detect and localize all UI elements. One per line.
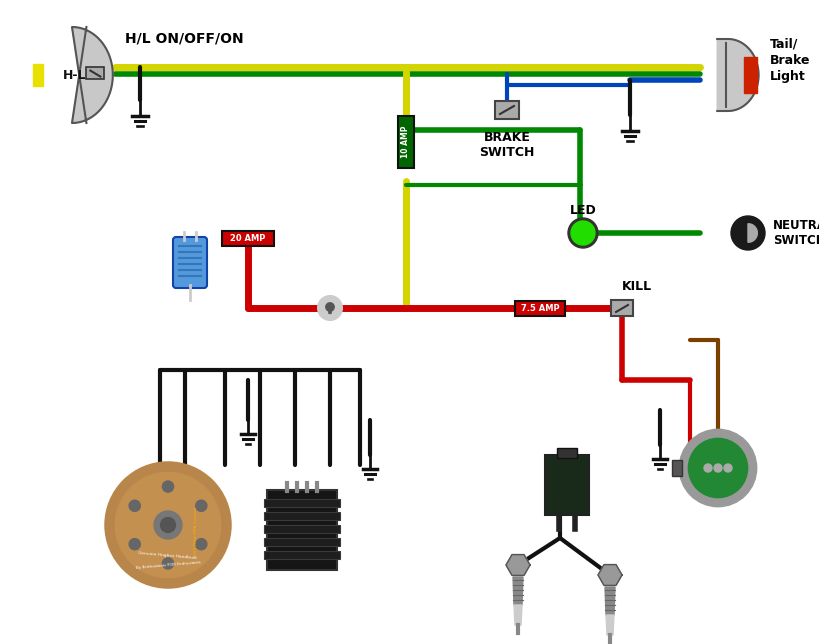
Polygon shape [512, 554, 524, 565]
Circle shape [568, 218, 598, 248]
Text: H/L ON/OFF/ON: H/L ON/OFF/ON [125, 31, 243, 45]
Text: 20 AMP: 20 AMP [230, 234, 265, 243]
FancyBboxPatch shape [222, 231, 274, 245]
FancyBboxPatch shape [672, 460, 682, 476]
Circle shape [326, 303, 334, 311]
Polygon shape [512, 565, 524, 575]
Polygon shape [513, 577, 523, 605]
Polygon shape [518, 565, 530, 575]
Circle shape [161, 518, 175, 533]
Polygon shape [604, 575, 616, 585]
Circle shape [688, 439, 748, 498]
Circle shape [129, 500, 140, 511]
FancyBboxPatch shape [264, 551, 340, 559]
Circle shape [196, 538, 207, 550]
FancyBboxPatch shape [515, 301, 565, 316]
FancyBboxPatch shape [86, 66, 104, 79]
Text: Tail/
Brake
Light: Tail/ Brake Light [770, 37, 811, 82]
FancyBboxPatch shape [611, 300, 633, 316]
Polygon shape [598, 565, 610, 575]
Polygon shape [717, 39, 758, 111]
FancyBboxPatch shape [495, 101, 519, 119]
Text: 10 AMP: 10 AMP [401, 126, 410, 158]
FancyBboxPatch shape [264, 512, 340, 520]
Circle shape [196, 500, 207, 511]
Polygon shape [506, 565, 518, 575]
Text: 200 Watt PMA System: 200 Watt PMA System [194, 507, 198, 555]
Circle shape [680, 430, 756, 506]
Polygon shape [328, 308, 332, 314]
Polygon shape [33, 64, 43, 86]
Circle shape [162, 558, 174, 569]
FancyBboxPatch shape [264, 538, 340, 546]
Polygon shape [744, 57, 757, 93]
Circle shape [724, 464, 732, 472]
Circle shape [571, 221, 595, 245]
Polygon shape [598, 575, 610, 585]
Circle shape [106, 463, 230, 587]
Text: Genuine Hughes Handbuilt: Genuine Hughes Handbuilt [138, 551, 197, 560]
Polygon shape [72, 27, 113, 123]
Polygon shape [748, 223, 758, 242]
Circle shape [115, 472, 220, 578]
Polygon shape [610, 575, 622, 585]
FancyBboxPatch shape [264, 499, 340, 507]
Text: By Enthusiasts FOR Enthusiasts: By Enthusiasts FOR Enthusiasts [135, 560, 201, 570]
Polygon shape [610, 565, 622, 575]
Polygon shape [506, 554, 518, 565]
Polygon shape [605, 587, 615, 615]
Circle shape [154, 511, 182, 538]
FancyBboxPatch shape [267, 490, 337, 570]
Circle shape [704, 464, 712, 472]
FancyBboxPatch shape [173, 237, 207, 288]
Text: 7.5 AMP: 7.5 AMP [521, 303, 559, 312]
Polygon shape [514, 605, 522, 625]
Polygon shape [604, 565, 616, 575]
Text: KILL: KILL [622, 279, 652, 292]
Polygon shape [518, 554, 530, 565]
Text: LED: LED [570, 204, 596, 216]
FancyBboxPatch shape [545, 455, 589, 515]
Circle shape [731, 216, 765, 250]
FancyBboxPatch shape [264, 525, 340, 533]
Text: H-L: H-L [62, 68, 86, 82]
Circle shape [714, 464, 722, 472]
FancyBboxPatch shape [557, 448, 577, 458]
FancyBboxPatch shape [398, 116, 414, 168]
Circle shape [318, 296, 342, 320]
Text: BRAKE
SWITCH: BRAKE SWITCH [479, 131, 535, 159]
Text: NEUTRAL
SWITCH: NEUTRAL SWITCH [773, 219, 819, 247]
Circle shape [129, 538, 140, 550]
Polygon shape [606, 615, 614, 635]
Circle shape [162, 481, 174, 492]
